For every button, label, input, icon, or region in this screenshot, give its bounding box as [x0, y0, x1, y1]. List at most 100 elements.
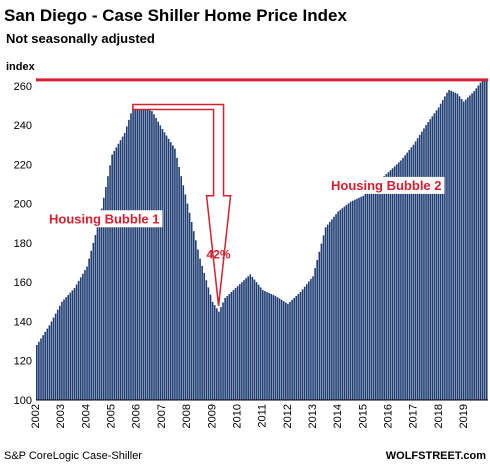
bar	[429, 119, 432, 400]
bar	[356, 198, 358, 400]
x-tick-label: 2017	[408, 404, 420, 428]
bar	[270, 293, 272, 400]
bar	[94, 235, 97, 400]
bar	[98, 219, 101, 400]
y-tick-label: 120	[14, 356, 32, 368]
bar	[69, 292, 72, 400]
bar	[42, 335, 44, 400]
bar	[377, 182, 379, 400]
bar	[180, 176, 183, 400]
bar	[176, 157, 178, 400]
bar	[391, 168, 394, 400]
annotation-bubble2: Housing Bubble 2	[331, 178, 442, 193]
bar	[301, 289, 304, 400]
bar	[213, 305, 216, 400]
bar	[128, 119, 130, 400]
bar	[140, 107, 143, 400]
bar	[230, 292, 233, 400]
bar	[232, 290, 235, 400]
bar	[410, 147, 413, 400]
x-tick-label: 2016	[383, 404, 395, 428]
bar	[291, 299, 293, 400]
bar	[337, 211, 339, 400]
drop-arrow	[132, 103, 232, 306]
bar	[427, 122, 429, 401]
bar	[241, 282, 243, 400]
bar	[387, 172, 390, 400]
bar	[174, 148, 176, 400]
x-tick-label: 2012	[282, 404, 294, 428]
bar	[52, 317, 55, 400]
bar	[96, 227, 99, 400]
bar	[100, 208, 103, 400]
bar	[209, 294, 212, 400]
bar	[245, 278, 247, 400]
bar	[188, 212, 191, 400]
bar	[318, 251, 321, 400]
bar	[483, 79, 486, 401]
bar	[153, 114, 155, 400]
bar	[36, 345, 38, 400]
bar	[331, 219, 333, 400]
bar	[439, 103, 442, 401]
bar	[220, 307, 222, 400]
bar	[379, 180, 381, 400]
bar	[222, 302, 224, 400]
bar	[314, 268, 316, 400]
bar	[421, 131, 423, 400]
annotation-bubble1-bg	[46, 210, 163, 228]
bar	[310, 278, 312, 400]
bar	[151, 111, 153, 400]
y-tick-label: 260	[14, 81, 32, 93]
bar	[322, 235, 325, 400]
bar	[328, 221, 331, 400]
bar	[165, 135, 168, 400]
bar	[167, 138, 170, 400]
bar	[366, 191, 369, 400]
bar	[285, 302, 287, 400]
bar	[303, 286, 306, 400]
bar	[456, 93, 459, 401]
bar	[117, 143, 120, 400]
bar	[132, 106, 134, 400]
bar	[416, 138, 419, 400]
bar	[105, 186, 107, 400]
bar	[190, 221, 193, 400]
bar	[444, 96, 446, 401]
bar	[149, 110, 151, 400]
bar	[182, 185, 185, 400]
bar	[88, 258, 90, 400]
bar	[289, 301, 291, 400]
bar	[215, 308, 218, 400]
bar	[351, 200, 354, 400]
bar	[448, 89, 450, 401]
bar	[287, 303, 289, 400]
x-ticks: 2002 2003 2004 2005 2006 2007 2008 2009 2010 2011…	[30, 404, 470, 428]
bar	[63, 299, 65, 400]
bar	[249, 274, 252, 400]
bar	[61, 301, 63, 400]
bar	[228, 293, 231, 400]
bar	[207, 287, 210, 400]
bar	[370, 187, 373, 400]
bar	[341, 208, 344, 400]
y-tick-label: 180	[14, 238, 32, 250]
bar	[485, 79, 488, 401]
bar	[123, 132, 126, 400]
brand-label: WOLFSTREET.com	[386, 450, 486, 462]
bar	[389, 170, 392, 400]
bar	[262, 290, 264, 400]
bar	[203, 273, 206, 400]
bar	[431, 116, 434, 400]
bar	[161, 129, 164, 400]
bar	[56, 309, 59, 400]
bar	[393, 166, 396, 400]
bar	[107, 176, 109, 400]
bar	[471, 93, 473, 400]
bar	[454, 92, 457, 401]
bar	[119, 140, 122, 400]
bar	[354, 199, 356, 400]
x-tick-label: 2014	[332, 404, 344, 428]
bar	[381, 178, 383, 400]
bar	[364, 193, 367, 400]
